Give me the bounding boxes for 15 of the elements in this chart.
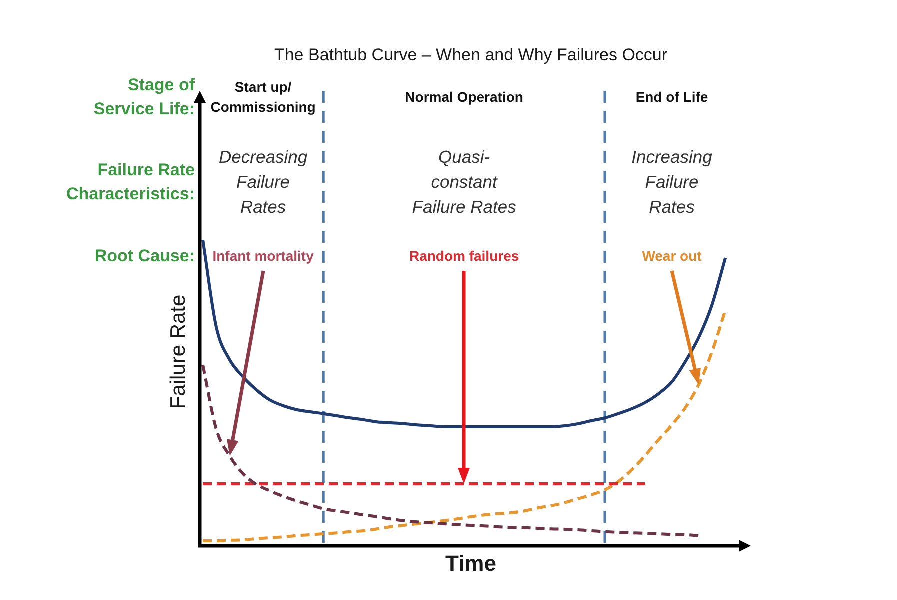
annotation: Random failures xyxy=(409,248,520,264)
text: Failure Rate Characteristics: xyxy=(66,160,195,204)
chart-title: The Bathtub Curve – When and Why Failures Occur xyxy=(274,46,668,65)
annotation: Infant mortality xyxy=(212,248,314,264)
text: Start up/ Commissioning xyxy=(210,78,316,115)
annotation: Wear out xyxy=(642,248,702,264)
y-axis-title: Failure Rate xyxy=(166,294,190,410)
x-axis-title: Time xyxy=(446,551,496,576)
text: Stage of Service Life: xyxy=(94,76,196,119)
text: Quasi-constant Failure Rates xyxy=(412,146,517,217)
text: Root Cause: xyxy=(94,246,195,266)
text: Normal Operation xyxy=(405,88,524,105)
text: Decreasing Failure Rates xyxy=(219,146,308,217)
text: Increasing Failure Rates xyxy=(632,146,713,217)
text: End of Life xyxy=(636,88,708,105)
